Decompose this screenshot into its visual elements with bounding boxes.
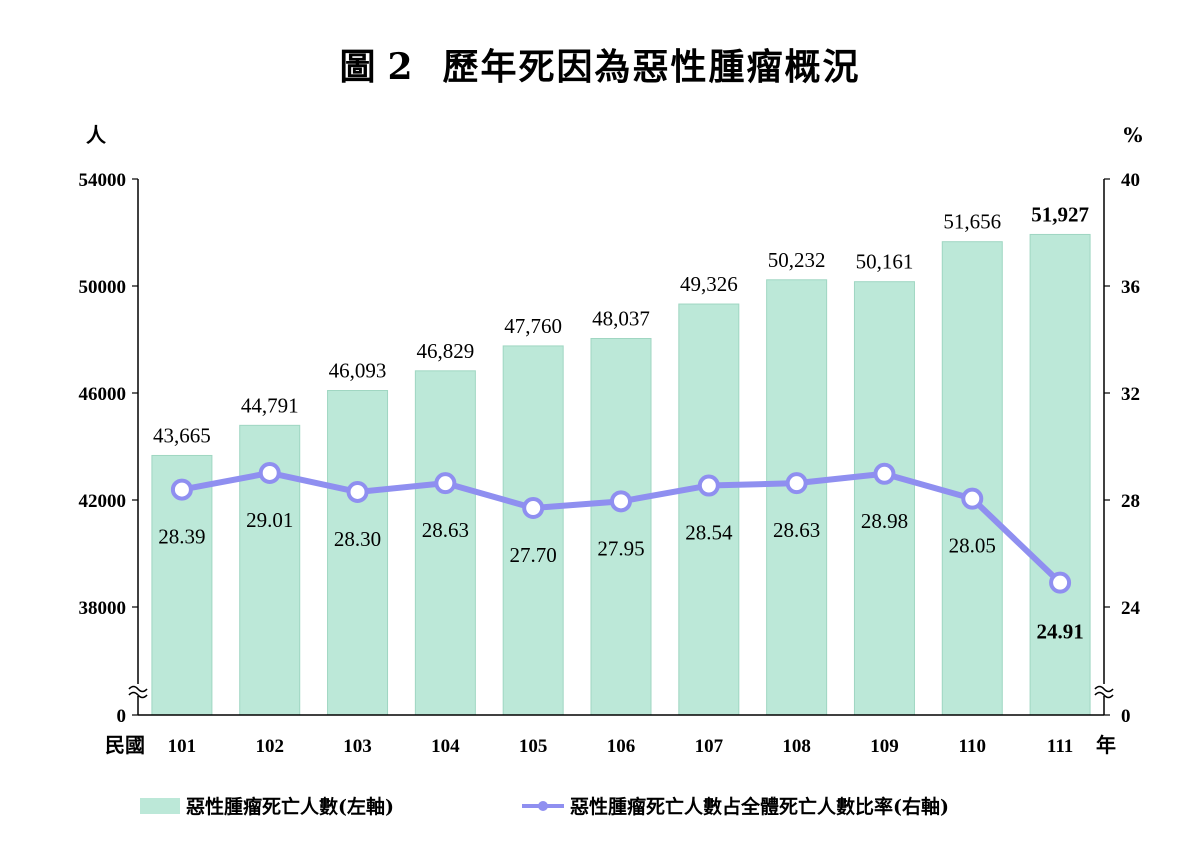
left-tick-label: 46000 [79, 384, 127, 405]
chart-title: 圖 2 歷年死因為惡性腫瘤概況 [0, 38, 1200, 90]
ratio-value-label: 28.63 [422, 518, 469, 542]
right-tick-label: 28 [1121, 491, 1140, 512]
ratio-value-label: 27.95 [597, 536, 644, 560]
line-series [170, 461, 1072, 594]
x-axis-suffix: 年 [1096, 733, 1116, 757]
right-tick-label: 32 [1121, 384, 1140, 405]
right-tick-label: 40 [1121, 170, 1140, 191]
x-tick-label: 110 [959, 736, 986, 757]
left-tick-label: 38000 [79, 598, 127, 619]
ratio-point-110 [961, 487, 984, 510]
bar-104 [414, 370, 476, 716]
x-tick-label: 111 [1047, 736, 1073, 757]
legend-bar-swatch [140, 797, 180, 814]
ratio-value-label: 28.98 [861, 509, 908, 533]
bar-value-label: 46,093 [329, 359, 387, 383]
x-tick-label: 104 [431, 736, 460, 757]
x-tick-label: 101 [168, 736, 197, 757]
bar-111 [1029, 233, 1091, 716]
break-stroke [1094, 685, 1114, 693]
break-stroke [128, 685, 148, 693]
right-axis-break [1094, 684, 1114, 699]
x-tick-label: 108 [782, 736, 811, 757]
left-tick-label: 42000 [79, 491, 127, 512]
ratio-value-label: 28.63 [773, 518, 820, 542]
bar-107 [678, 303, 740, 716]
x-tick-label: 103 [343, 736, 372, 757]
bar-110 [941, 241, 1003, 716]
x-tick-label: 105 [519, 736, 548, 757]
bar-value-label: 51,927 [1031, 202, 1089, 226]
bar-105 [502, 345, 564, 716]
ratio-point-109 [873, 462, 896, 485]
ratio-point-108 [785, 472, 808, 495]
ratio-point-101 [170, 478, 193, 501]
left-tick-label: 0 [117, 706, 127, 727]
title-text: 歷年死因為惡性腫瘤概況 [442, 46, 861, 88]
x-tick-label: 107 [695, 736, 724, 757]
x-tick-label: 102 [255, 736, 284, 757]
ratio-value-label: 28.05 [949, 534, 996, 558]
left-tick-label: 54000 [79, 170, 127, 191]
right-tick-label: 36 [1121, 277, 1140, 298]
bar-value-label: 50,232 [768, 248, 826, 272]
ratio-point-104 [434, 472, 457, 495]
data-labels: 43,665 44,791 46,093 46,829 47,760 48,037 49,3… [153, 202, 1089, 643]
ratio-point-103 [346, 480, 369, 503]
ratio-value-label: 29.01 [246, 508, 293, 532]
bar-value-label: 44,791 [241, 393, 299, 417]
bar-value-label: 48,037 [592, 307, 650, 331]
break-stroke [128, 691, 148, 699]
ratio-value-label: 24.91 [1036, 620, 1083, 644]
legend-line-label: 惡性腫瘤死亡人數占全體死亡人數比率(右軸) [570, 796, 949, 818]
bar-value-label: 49,326 [680, 272, 738, 296]
axes: 0 38000 42000 46000 50000 54000 0 24 28 32 36 40 101… [79, 170, 1141, 757]
ratio-point-111 [1049, 571, 1072, 594]
bar-value-label: 47,760 [504, 314, 562, 338]
right-axis-unit: % [1123, 123, 1142, 147]
legend-line-swatch [522, 800, 564, 811]
ratio-value-label: 27.70 [510, 543, 557, 567]
bar-103 [327, 390, 389, 716]
bar-108 [766, 279, 828, 716]
ratio-point-107 [697, 474, 720, 497]
legend-line-entry: 惡性腫瘤死亡人數占全體死亡人數比率(右軸) [520, 792, 949, 819]
left-tick-label: 50000 [79, 277, 127, 298]
title-prefix: 圖 [339, 46, 378, 88]
ratio-value-label: 28.54 [685, 521, 733, 545]
x-axis-prefix: 民國 [105, 733, 145, 757]
bar-109 [853, 281, 915, 716]
x-tick-label: 106 [607, 736, 636, 757]
x-tick-label: 109 [870, 736, 899, 757]
left-axis-unit: 人 [86, 123, 107, 147]
ratio-value-label: 28.39 [158, 525, 205, 549]
ratio-value-label: 28.30 [334, 527, 381, 551]
right-tick-label: 0 [1121, 706, 1131, 727]
bar-series [151, 233, 1091, 716]
legend-bar-label: 惡性腫瘤死亡人數(左軸) [186, 796, 394, 818]
right-tick-label: 24 [1121, 598, 1141, 619]
legend-bar-entry: 惡性腫瘤死亡人數(左軸) [140, 792, 394, 819]
bar-value-label: 43,665 [153, 423, 211, 447]
ratio-point-102 [258, 461, 281, 484]
bar-value-label: 46,829 [416, 339, 474, 363]
bar-value-label: 50,161 [856, 250, 914, 274]
ratio-point-106 [610, 490, 632, 513]
bar-value-label: 51,656 [943, 210, 1001, 234]
bar-106 [590, 338, 652, 716]
left-axis-break [128, 684, 148, 699]
title-number: 2 [387, 46, 415, 88]
break-stroke [1094, 691, 1114, 699]
ratio-point-105 [522, 497, 545, 520]
